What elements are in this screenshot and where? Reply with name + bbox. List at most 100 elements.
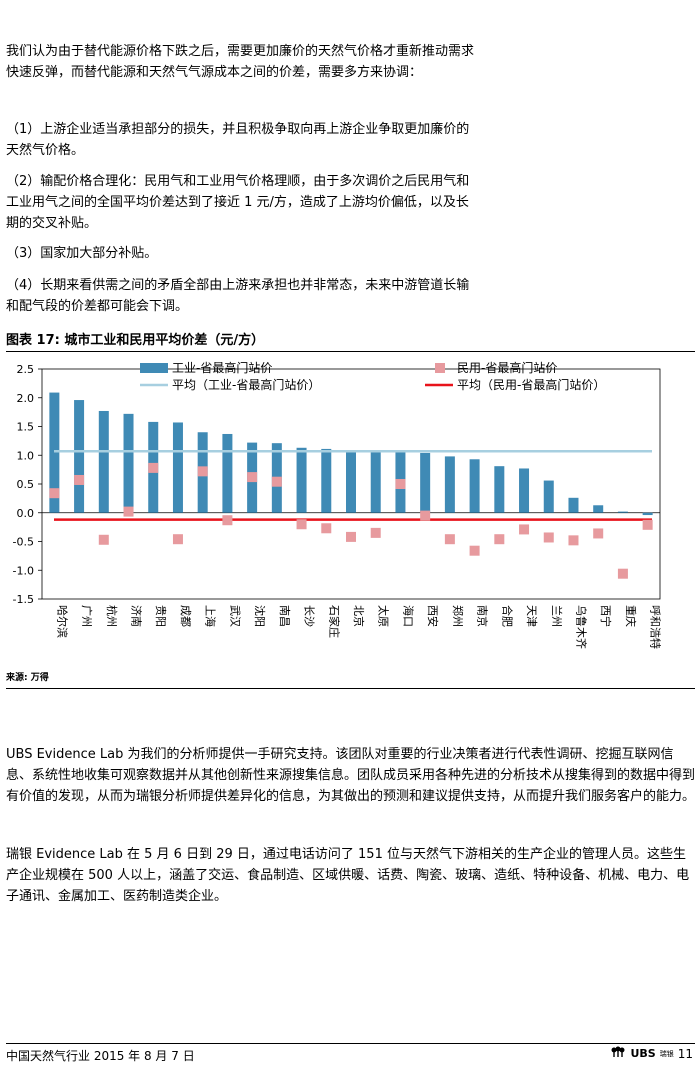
bar-industrial [420, 452, 431, 513]
x-category-label: 长沙 [303, 605, 316, 627]
paragraph-point-2: （2）输配价格合理化：民用气和工业用气价格理顺，由于多次调价之后民用气和工业用气… [6, 174, 470, 231]
ubs-logo: UBS [630, 1047, 656, 1060]
marker-residential [617, 568, 628, 579]
bar-industrial [49, 392, 60, 513]
x-category-label: 成都 [179, 605, 192, 627]
bar-industrial [642, 512, 653, 516]
bar-industrial [321, 448, 332, 513]
x-category-label: 天津 [525, 605, 538, 627]
ubs-logo-cn: 瑞银 [659, 1049, 674, 1058]
bar-industrial [519, 468, 530, 513]
legend-swatch-industrial [140, 363, 168, 373]
y-tick-label: 2.5 [17, 363, 35, 376]
marker-residential [568, 535, 579, 546]
y-tick-label: 0.0 [17, 507, 35, 520]
legend-swatch-residential [435, 363, 445, 373]
y-tick-label: 1.0 [17, 449, 35, 462]
marker-residential [98, 534, 109, 545]
bar-industrial [346, 451, 356, 513]
legend-label: 民用-省最高门站价 [457, 360, 557, 375]
x-category-label: 重庆 [624, 605, 638, 627]
paragraph-point-4: （4）长期来看供需之间的矛盾全部由上游来承担也并非常态，未来中游管道长输和配气段… [6, 278, 470, 314]
marker-residential [444, 534, 455, 545]
bar-industrial [222, 433, 233, 513]
x-category-label: 广州 [80, 605, 93, 627]
bar-industrial [617, 511, 628, 513]
legend-label: 平均（民用-省最高门站价） [457, 377, 605, 392]
bar-industrial [469, 459, 480, 513]
marker-residential [197, 466, 208, 477]
marker-residential [370, 527, 381, 538]
marker-residential [49, 488, 60, 499]
x-category-label: 石家庄 [327, 605, 341, 638]
x-category-label: 武汉 [228, 605, 241, 627]
x-category-label: 海口 [401, 605, 415, 627]
ubs-keys-icon [610, 1046, 626, 1061]
paragraph-point-3: （3）国家加大部分补贴。 [6, 246, 158, 261]
y-tick-label: 2.0 [17, 392, 35, 405]
x-category-label: 太原 [377, 605, 390, 627]
bar-industrial [172, 422, 183, 513]
bar-industrial [543, 480, 554, 513]
bar-industrial [74, 400, 85, 513]
marker-residential [74, 474, 85, 485]
marker-residential [543, 532, 554, 543]
figure-title: 图表 17: 城市工业和民用平均价差（元/方） [6, 333, 265, 348]
x-category-label: 上海 [204, 605, 218, 627]
x-category-label: 沈阳 [253, 605, 267, 627]
page-number: 11 [677, 1046, 693, 1061]
figure-top-rule [6, 351, 695, 352]
x-category-label: 郑州 [451, 605, 465, 627]
x-category-label: 南昌 [278, 605, 291, 627]
marker-residential [420, 510, 431, 521]
marker-residential [642, 519, 653, 530]
marker-residential [172, 534, 183, 545]
bar-industrial [494, 466, 505, 513]
bar-industrial [444, 456, 455, 513]
marker-residential [519, 524, 530, 535]
marker-residential [222, 515, 233, 526]
bar-industrial [98, 410, 109, 513]
paragraph-intro: 我们认为由于替代能源价格下跌之后，需要更加廉价的天然气价格才重新推动需求快速反弹… [6, 44, 475, 80]
paragraph-evidence-lab: UBS Evidence Lab 为我们的分析师提供一手研究支持。该团队对重要的… [6, 747, 696, 804]
x-category-label: 杭州 [105, 605, 119, 627]
x-category-label: 济南 [130, 605, 144, 627]
x-category-label: 贵阳 [154, 605, 167, 627]
marker-residential [148, 462, 159, 473]
y-tick-label: -0.5 [13, 536, 34, 549]
bar-industrial [296, 447, 307, 513]
footer-rule [6, 1043, 695, 1044]
y-tick-label: -1.0 [13, 564, 34, 577]
bar-industrial [370, 451, 381, 513]
figure-bottom-rule [6, 688, 695, 689]
x-category-label: 哈尔滨 [55, 605, 69, 638]
x-category-label: 南京 [476, 605, 490, 627]
x-category-label: 西宁 [599, 605, 613, 627]
paragraph-point-1: （1）上游企业适当承担部分的损失，并且积极争取向再上游企业争取更加廉价的天然气价… [6, 122, 470, 158]
x-category-label: 兰州 [550, 605, 563, 627]
x-category-label: 乌鲁木齐 [574, 605, 588, 649]
x-category-label: 北京 [352, 605, 366, 627]
marker-residential [593, 528, 604, 539]
paragraph-survey: 瑞银 Evidence Lab 在 5 月 6 日到 29 日，通过电话访问了 … [6, 847, 690, 904]
x-category-label: 西安 [426, 605, 440, 627]
marker-residential [395, 479, 406, 489]
footer-branding: UBS 瑞银 11 [610, 1046, 693, 1061]
marker-residential [469, 545, 480, 556]
marker-residential [123, 506, 134, 517]
y-tick-label: -1.5 [13, 593, 34, 606]
y-tick-label: 0.5 [17, 478, 35, 491]
marker-residential [321, 523, 332, 534]
bar-industrial [568, 497, 579, 513]
x-category-label: 合肥 [500, 605, 514, 627]
marker-residential [296, 519, 307, 530]
bar-industrial [593, 505, 604, 513]
legend-label: 工业-省最高门站价 [172, 360, 272, 375]
marker-residential [494, 534, 505, 545]
price-gap-chart: 2.5 2.0 1.5 1.0 0.5 0.0 -0.5 -1.0 -1.5 哈尔滨 广州 杭州 济南贵… [13, 360, 663, 649]
y-tick-label: 1.5 [17, 421, 35, 434]
figure-source: 来源: 万得 [6, 673, 49, 683]
bar-industrial [123, 413, 134, 513]
x-category-label: 呼和浩特 [649, 605, 663, 649]
marker-residential [271, 476, 282, 487]
